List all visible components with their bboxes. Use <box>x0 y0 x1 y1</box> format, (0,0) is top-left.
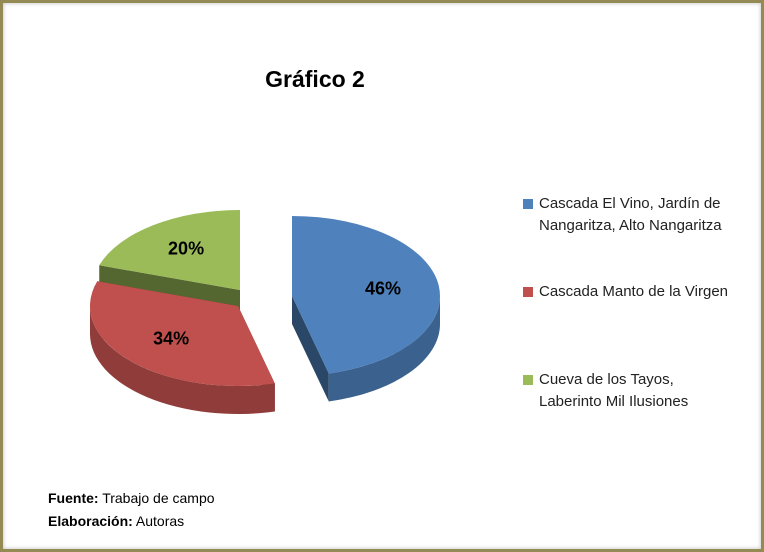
legend-swatch <box>523 287 533 297</box>
slice-side <box>90 306 275 414</box>
legend-label: Cueva de los Tayos, Laberinto Mil Ilusio… <box>539 371 689 410</box>
slice-side <box>328 296 441 402</box>
note: Fuente: Trabajo de campo <box>48 487 215 510</box>
slice <box>99 210 240 290</box>
note: Elaboración: Autoras <box>48 510 215 533</box>
legend-entry: Cueva de los Tayos, Laberinto Mil Ilusio… <box>523 369 733 413</box>
slice <box>292 216 441 374</box>
legend-label: Cascada Manto de la Virgen <box>539 283 729 300</box>
data-label: 46% <box>365 279 401 299</box>
chart-title: Gráfico 2 <box>265 66 365 92</box>
slice <box>89 281 275 387</box>
data-label: 34% <box>153 329 189 349</box>
notes: Fuente: Trabajo de campo Elaboración: Au… <box>48 487 215 533</box>
data-label: 20% <box>168 239 204 259</box>
note-label: Elaboración: <box>48 513 133 529</box>
note-text: Autoras <box>135 513 185 529</box>
slice-wall <box>292 296 329 402</box>
legend-swatch <box>523 375 533 385</box>
chart: Gráfico 2 20% 46% 34% <box>89 66 441 414</box>
legend-entry: Cascada El Vino, Jardín de Nangaritza, A… <box>523 193 733 237</box>
legend-entry: Cascada Manto de la Virgen <box>523 281 733 303</box>
note-label: Fuente: <box>48 490 99 506</box>
note-text: Trabajo de campo <box>102 490 215 506</box>
legend-label: Cascada El Vino, Jardín de Nangaritza, A… <box>539 195 722 234</box>
legend-swatch <box>523 199 533 209</box>
